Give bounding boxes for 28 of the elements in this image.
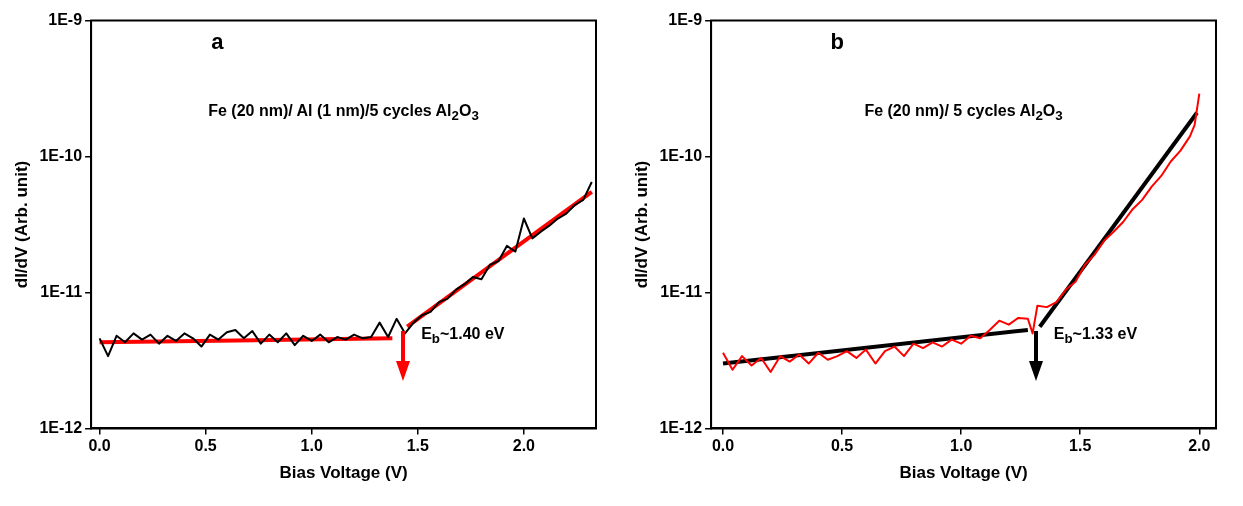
x-tick-label: 0.5: [830, 437, 854, 455]
y-axis-title: dI/dV (Arb. unit): [11, 160, 31, 289]
y-tick-label: 1E-12: [659, 418, 703, 436]
x-tick-label: 0.0: [711, 437, 735, 455]
x-tick-label: 1.0: [300, 437, 323, 455]
x-tick-label: 1.5: [1069, 437, 1092, 455]
chart-title: a: [211, 28, 224, 55]
y-tick-label: 1E-12: [39, 418, 83, 436]
x-tick-label: 1.5: [406, 437, 430, 455]
x-tick-label: 2.0: [1188, 437, 1211, 455]
x-tick-label: 1.0: [950, 437, 973, 455]
x-axis-title: Bias Voltage (V): [899, 463, 1028, 483]
y-tick-label: 1E-9: [668, 11, 703, 29]
x-tick-label: 0.0: [88, 437, 111, 455]
annotation: E$_{b}$~1.40 eV: [421, 324, 505, 346]
y-axis-title: dI/dV (Arb. unit): [631, 160, 651, 289]
y-tick-label: 1E-10: [39, 146, 83, 164]
annotation: Fe (20 nm)/ 5 cycles Al$_{2}$O$_{3}$: [864, 102, 1063, 124]
y-tick-label: 1E-9: [48, 11, 83, 29]
y-tick-label: 1E-11: [660, 282, 703, 300]
y-tick-label: 1E-11: [40, 282, 83, 300]
annotation: E$_{b}$~1.33 eV: [1053, 324, 1138, 346]
annotation: Fe (20 nm)/ Al (1 nm)/5 cycles Al$_{2}$O$_{3}$: [208, 102, 479, 124]
y-tick-label: 1E-10: [659, 146, 703, 164]
x-axis-title: Bias Voltage (V): [279, 463, 408, 483]
chart-title: b: [830, 28, 845, 55]
x-tick-label: 2.0: [512, 437, 536, 455]
x-tick-label: 0.5: [194, 437, 217, 455]
